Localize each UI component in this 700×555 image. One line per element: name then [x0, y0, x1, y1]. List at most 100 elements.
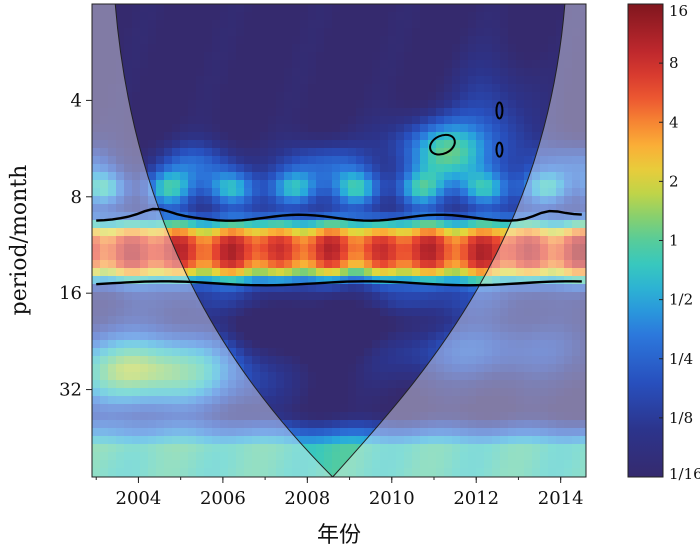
significance-contour-island [429, 133, 456, 156]
heatmap-cell [444, 76, 453, 85]
heatmap-cell [236, 44, 245, 53]
heatmap-cell [172, 196, 181, 205]
heatmap-cell [508, 204, 517, 213]
heatmap-cell [252, 460, 261, 469]
heatmap-cell [308, 404, 317, 413]
heatmap-cell [188, 124, 197, 133]
heatmap-cell [244, 444, 253, 453]
heatmap-cell [124, 156, 133, 165]
heatmap-cell [236, 92, 245, 101]
heatmap-cell [276, 292, 285, 301]
heatmap-cell [468, 428, 477, 437]
heatmap-cell [484, 44, 493, 53]
heatmap-cell [532, 260, 541, 269]
heatmap-cell [124, 468, 133, 477]
heatmap-cell [188, 348, 197, 357]
heatmap-cell [420, 268, 429, 277]
heatmap-cell [124, 276, 133, 285]
heatmap-cell [204, 164, 213, 173]
heatmap-cell [92, 468, 101, 477]
heatmap-cell [92, 292, 101, 301]
heatmap-cell [364, 252, 373, 261]
heatmap-cell [116, 412, 125, 421]
heatmap-cell [548, 76, 557, 85]
heatmap-cell [92, 356, 101, 365]
heatmap-cell [116, 204, 125, 213]
heatmap-cell [396, 236, 405, 245]
heatmap-cell [100, 220, 109, 229]
heatmap-cell [212, 404, 221, 413]
heatmap-cell [468, 460, 477, 469]
heatmap-cell [356, 244, 365, 253]
heatmap-cell [260, 172, 269, 181]
heatmap-cell [372, 228, 381, 237]
heatmap-cell [180, 300, 189, 309]
heatmap-cell [412, 364, 421, 373]
heatmap-cell [524, 236, 533, 245]
heatmap-cell [516, 100, 525, 109]
heatmap-cell [244, 44, 253, 53]
heatmap-cell [372, 444, 381, 453]
heatmap-cell [180, 196, 189, 205]
heatmap-cell [444, 220, 453, 229]
heatmap-cell [324, 436, 333, 445]
heatmap-cell [324, 284, 333, 293]
heatmap-cell [156, 460, 165, 469]
heatmap-cell [140, 380, 149, 389]
heatmap-cell [332, 412, 341, 421]
heatmap-cell [260, 260, 269, 269]
heatmap-cell [540, 212, 549, 221]
heatmap-cell [228, 228, 237, 237]
heatmap-cell [572, 60, 581, 69]
heatmap-cell [404, 332, 413, 341]
heatmap-cell [428, 372, 437, 381]
heatmap-cell [548, 316, 557, 325]
heatmap-cell [372, 380, 381, 389]
x-tick-label: 2014 [538, 488, 584, 509]
heatmap-cell [268, 28, 277, 37]
heatmap-cell [92, 396, 101, 405]
heatmap-cell [396, 396, 405, 405]
heatmap-cell [260, 236, 269, 245]
heatmap-cell [196, 468, 205, 477]
heatmap-cell [236, 84, 245, 93]
heatmap-cell [452, 356, 461, 365]
heatmap-cell [188, 260, 197, 269]
heatmap-cell [140, 268, 149, 277]
heatmap-cell [188, 44, 197, 53]
heatmap-cell [444, 260, 453, 269]
heatmap-cell [148, 308, 157, 317]
y-tick-label: 32 [59, 380, 82, 401]
heatmap-cell [516, 36, 525, 45]
heatmap-cell [244, 180, 253, 189]
heatmap-cell [564, 260, 573, 269]
heatmap-cell [500, 316, 509, 325]
heatmap-cell [180, 124, 189, 133]
heatmap-cell [132, 332, 141, 341]
heatmap-cell [196, 364, 205, 373]
heatmap-cell [284, 132, 293, 141]
heatmap-cell [460, 380, 469, 389]
heatmap-cell [492, 36, 501, 45]
heatmap-cell [300, 372, 309, 381]
heatmap-cell [236, 364, 245, 373]
heatmap-cell [300, 460, 309, 469]
heatmap-cell [580, 316, 586, 325]
heatmap-cell [140, 332, 149, 341]
heatmap-cell [324, 156, 333, 165]
heatmap-cell [564, 468, 573, 477]
heatmap-cell [220, 452, 229, 461]
heatmap-cell [252, 228, 261, 237]
heatmap-cell [380, 212, 389, 221]
x-tick-label: 2006 [200, 488, 246, 509]
heatmap-cell [524, 380, 533, 389]
heatmap-cell [492, 420, 501, 429]
heatmap-cell [156, 252, 165, 261]
heatmap-cell [572, 436, 581, 445]
heatmap-cell [524, 412, 533, 421]
heatmap-cell [132, 212, 141, 221]
heatmap-cell [100, 164, 109, 173]
heatmap-cell [492, 12, 501, 21]
heatmap-cell [316, 28, 325, 37]
heatmap-cell [380, 172, 389, 181]
